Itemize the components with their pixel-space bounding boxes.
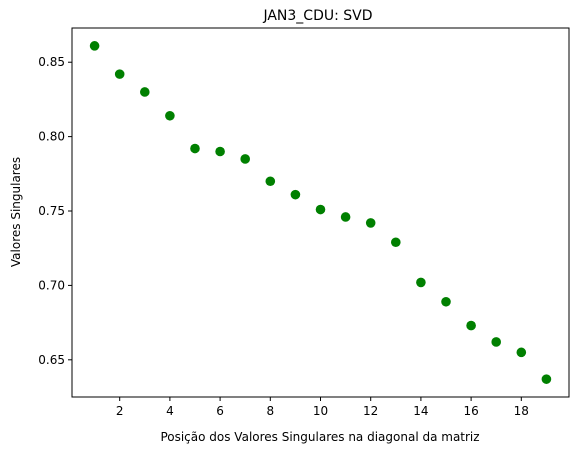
y-axis-ticks: 0.65 0.70 0.75 0.80 0.85	[38, 55, 72, 367]
x-axis-label: Posição dos Valores Singulares na diagon…	[160, 430, 479, 444]
data-point	[114, 69, 125, 79]
y-tick-label: 0.70	[38, 278, 65, 292]
y-axis-label: Valores Singulares	[9, 157, 23, 267]
x-axis-ticks: 2 4 6 8 10 12 14 16 18	[116, 397, 529, 418]
data-point	[139, 87, 150, 97]
data-point	[516, 347, 527, 358]
data-point	[340, 212, 351, 222]
data-point	[466, 320, 476, 331]
data-point	[365, 218, 376, 228]
data-point	[165, 110, 175, 121]
data-point	[491, 337, 502, 347]
data-point	[541, 374, 552, 384]
plot-frame	[71, 27, 570, 398]
data-point	[240, 154, 250, 164]
x-tick-label: 18	[514, 404, 529, 418]
x-tick-label: 10	[313, 404, 328, 418]
y-tick-label: 0.80	[38, 130, 65, 144]
y-tick-label: 0.65	[38, 353, 65, 367]
data-point	[89, 41, 100, 51]
data-point	[190, 143, 200, 154]
data-points	[89, 41, 552, 384]
data-point	[315, 204, 326, 215]
x-tick-label: 2	[116, 404, 124, 418]
data-point	[441, 296, 451, 307]
x-tick-label: 4	[166, 404, 174, 418]
y-tick-label: 0.75	[38, 204, 65, 218]
x-tick-label: 14	[413, 404, 428, 418]
y-tick-label: 0.85	[38, 55, 65, 69]
chart-title: JAN3_CDU: SVD	[262, 8, 372, 24]
data-point	[416, 277, 426, 288]
data-point	[391, 237, 401, 248]
x-tick-label: 8	[266, 404, 274, 418]
x-tick-label: 6	[216, 404, 224, 418]
data-point	[290, 189, 301, 200]
data-point	[265, 176, 276, 187]
data-point	[215, 146, 225, 157]
x-tick-label: 16	[463, 404, 478, 418]
x-tick-label: 12	[363, 404, 378, 418]
